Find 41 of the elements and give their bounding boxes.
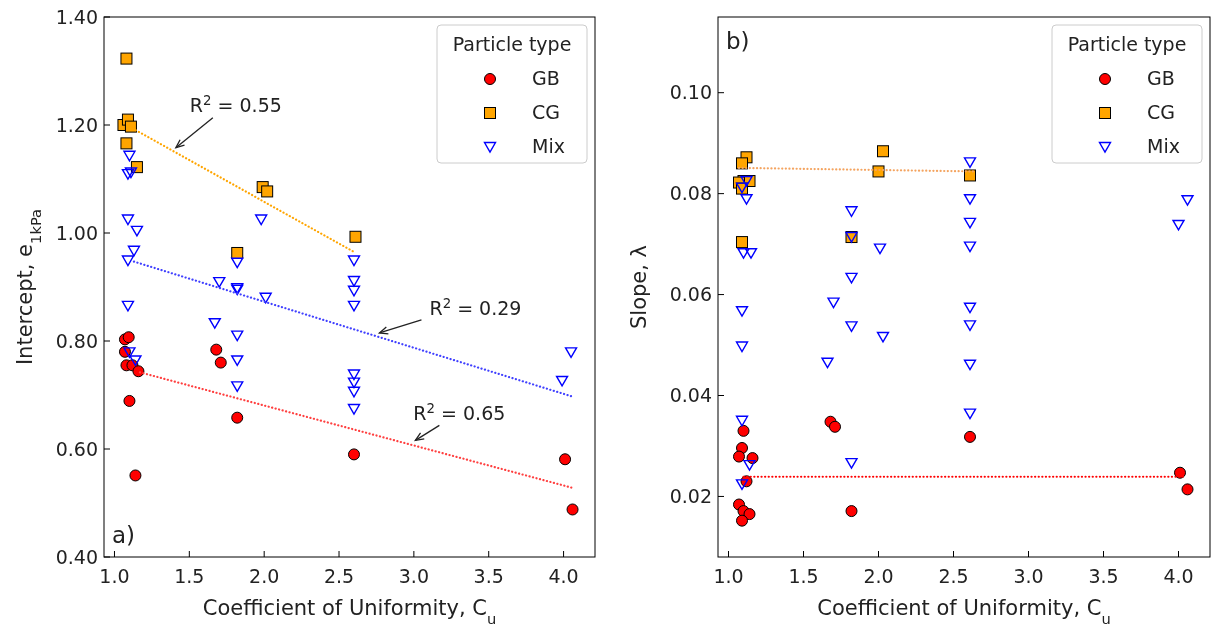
y-tick-label: 0.80 [55, 329, 98, 352]
x-tick-label: 2.5 [323, 565, 355, 587]
legend-label: CG [532, 101, 560, 123]
legend-label: CG [1147, 101, 1175, 123]
x-tick-label: 3.0 [1013, 565, 1044, 587]
x-tick-label: 1.0 [99, 565, 130, 587]
x-tick-label: 2.0 [863, 565, 894, 587]
y-tick-label: 0.08 [669, 182, 712, 205]
y-tick-label: 0.04 [669, 384, 712, 407]
x-axis-title: Coefficient of Uniformity, C$_{u}$ [817, 596, 1111, 627]
y-tick-label: 1.20 [55, 113, 98, 136]
legend-title: Particle type [452, 33, 572, 55]
legend-title: Particle type [1067, 33, 1187, 55]
y-tick-label: 0.02 [669, 485, 712, 508]
x-tick-label: 4.0 [548, 565, 579, 587]
x-tick-label: 3.5 [1088, 565, 1119, 587]
legend-label: Mix [532, 135, 565, 157]
y-tick-label: 0.60 [55, 437, 98, 460]
annotation: R$^{2}$ = 0.65 [413, 400, 506, 425]
legend-label: GB [1147, 67, 1175, 89]
x-tick-label: 1.0 [713, 565, 744, 587]
x-tick-label: 3.5 [473, 565, 504, 587]
annotation: b) [726, 28, 750, 54]
y-tick-label: 0.10 [669, 81, 712, 104]
legend-label: Mix [1147, 135, 1180, 157]
legend-label: GB [532, 67, 560, 89]
y-tick-label: 1.00 [55, 221, 98, 244]
annotation: R$^{2}$ = 0.55 [189, 92, 282, 116]
x-axis-title: Coefficient of Uniformity, C$_{u}$ [202, 596, 497, 627]
y-axis-title: Slope, λ [627, 244, 651, 330]
annotation: a) [112, 522, 136, 548]
x-tick-label: 3.0 [398, 565, 429, 587]
x-tick-label: 2.5 [938, 565, 969, 587]
x-tick-label: 4.0 [1163, 565, 1194, 587]
x-tick-label: 1.5 [788, 565, 819, 587]
y-tick-label: 1.40 [55, 5, 98, 28]
x-tick-label: 2.0 [249, 565, 280, 587]
y-tick-label: 0.06 [669, 283, 712, 306]
x-tick-label: 1.5 [174, 565, 205, 587]
y-tick-label: 0.40 [55, 545, 98, 568]
annotation: R$^{2}$ = 0.29 [429, 295, 522, 319]
